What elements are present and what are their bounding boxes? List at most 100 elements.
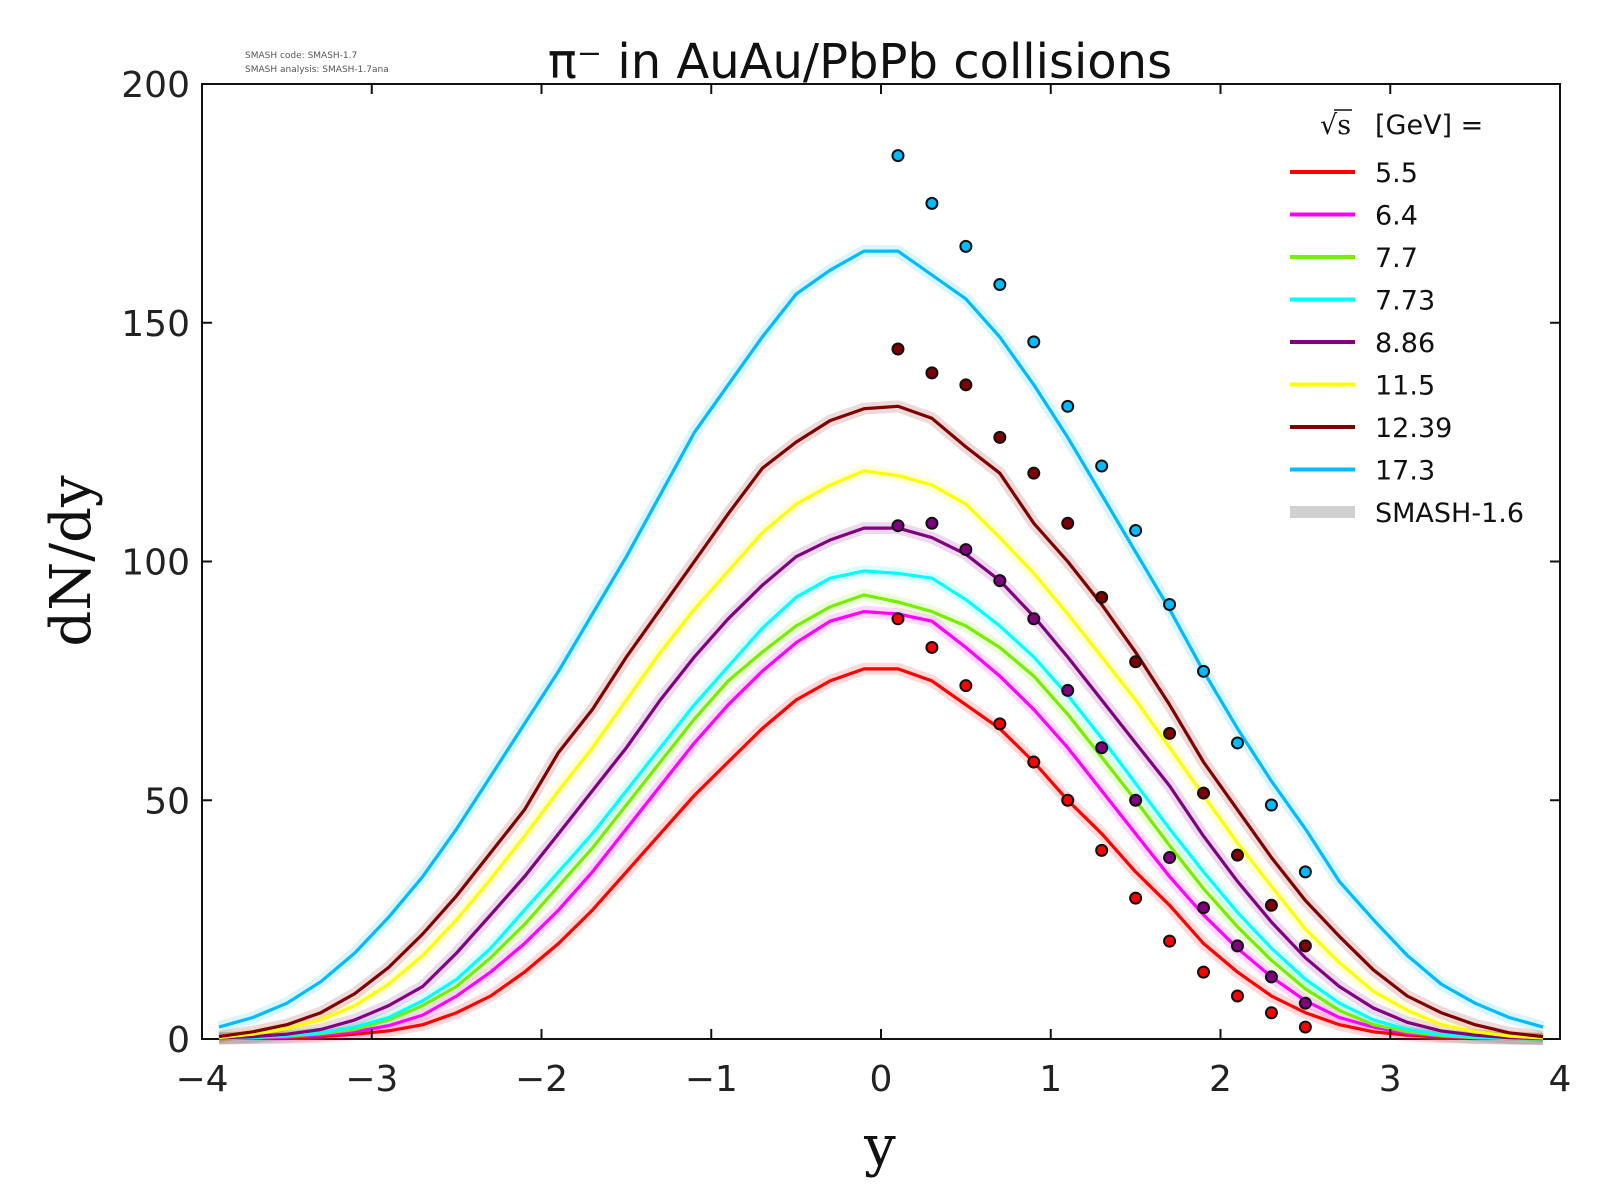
version-analysis-text: SMASH analysis: SMASH-1.7ana xyxy=(245,65,389,75)
series-line-6-4 xyxy=(218,609,1544,1041)
data-point-extra xyxy=(959,543,973,557)
y-tick-label: 200 xyxy=(121,65,190,106)
data-point-17-3 xyxy=(1197,664,1211,678)
x-tick-label: −3 xyxy=(345,1059,398,1100)
data-point-5-5 xyxy=(925,640,939,654)
series-line-12-39 xyxy=(218,404,1544,1039)
x-tick-label: 3 xyxy=(1379,1059,1402,1100)
data-point-12-39 xyxy=(1163,726,1177,740)
legend-label: 7.73 xyxy=(1375,286,1435,317)
data-point-17-3 xyxy=(1129,523,1143,537)
legend-label: 7.7 xyxy=(1375,243,1418,274)
x-tick-label: 1 xyxy=(1039,1059,1062,1100)
data-point-17-3 xyxy=(1298,865,1312,879)
data-point-5-5 xyxy=(1264,1006,1278,1020)
axis-ticks xyxy=(201,83,1561,1040)
data-point-12-39 xyxy=(959,378,973,392)
legend-entries: 5.5 6.4 7.7 7.73 8.86 11.5 12.39 17.3 SMASH-1.6 xyxy=(1290,109,1524,529)
data-point-17-3 xyxy=(1163,597,1177,611)
data-point-5-5 xyxy=(1129,891,1143,905)
data-point-12-39 xyxy=(1095,590,1109,604)
legend-header-text: [GeV] = xyxy=(1375,110,1483,141)
series-lines xyxy=(218,249,1544,1041)
data-point-5-5 xyxy=(959,679,973,693)
data-point-5-5 xyxy=(891,612,905,626)
data-point-5-5 xyxy=(1230,989,1244,1003)
axis-tick-labels: −4 −3 −2 −1 0 1 2 3 4 0 50 100 150 200 xyxy=(121,65,1571,1100)
legend-label: 11.5 xyxy=(1375,371,1435,402)
y-tick-label: 50 xyxy=(144,781,190,822)
legend: √s [GeV] = 5.5 6.4 7.7 7.73 8.86 11.5 12.39 17.… xyxy=(1290,109,1524,529)
data-point-5-5 xyxy=(1061,793,1075,807)
data-point-extra xyxy=(1298,996,1312,1010)
data-point-extra xyxy=(1129,793,1143,807)
series-line-5-5 xyxy=(218,667,1544,1041)
data-point-extra xyxy=(993,574,1007,588)
data-point-17-3 xyxy=(993,278,1007,292)
data-point-12-39 xyxy=(1027,466,1041,480)
data-point-17-3 xyxy=(1230,736,1244,750)
x-tick-label: −2 xyxy=(515,1059,568,1100)
series-line-17-3 xyxy=(218,249,1544,1029)
data-point-12-39 xyxy=(993,430,1007,444)
x-axis-label: y xyxy=(863,1114,896,1179)
data-point-extra xyxy=(891,519,905,533)
series-line-11-5 xyxy=(218,469,1544,1040)
data-point-12-39 xyxy=(1264,898,1278,912)
y-tick-label: 0 xyxy=(167,1020,190,1061)
data-point-17-3 xyxy=(1027,335,1041,349)
data-point-5-5 xyxy=(1095,843,1109,857)
data-point-5-5 xyxy=(1163,934,1177,948)
data-point-12-39 xyxy=(1230,848,1244,862)
y-tick-label: 100 xyxy=(121,543,190,584)
x-tick-label: 2 xyxy=(1209,1059,1232,1100)
data-point-12-39 xyxy=(1298,939,1312,953)
series-line-7-7 xyxy=(218,593,1544,1041)
x-tick-label: −1 xyxy=(685,1059,738,1100)
version-code-text: SMASH code: SMASH-1.7 xyxy=(245,51,357,61)
plot-area xyxy=(201,83,1561,1045)
data-point-17-3 xyxy=(1264,798,1278,812)
data-point-extra xyxy=(1027,612,1041,626)
y-axis-label: dN/dy xyxy=(39,475,104,647)
legend-label: 8.86 xyxy=(1375,328,1435,359)
data-point-5-5 xyxy=(1298,1020,1312,1034)
data-point-extra xyxy=(1264,970,1278,984)
data-point-12-39 xyxy=(891,342,905,356)
version-info: SMASH code: SMASH-1.7 SMASH analysis: SM… xyxy=(245,51,389,75)
legend-label: 17.3 xyxy=(1375,456,1435,487)
data-point-17-3 xyxy=(1061,399,1075,413)
plot-frame xyxy=(201,83,1561,1040)
data-points xyxy=(891,149,1312,1034)
data-point-17-3 xyxy=(1095,459,1109,473)
data-point-extra xyxy=(1095,741,1109,755)
data-point-extra xyxy=(1061,683,1075,697)
data-point-12-39 xyxy=(925,366,939,380)
data-point-12-39 xyxy=(1197,786,1211,800)
y-tick-label: 150 xyxy=(121,304,190,345)
data-point-extra xyxy=(925,516,939,530)
data-point-17-3 xyxy=(925,196,939,210)
data-point-5-5 xyxy=(993,717,1007,731)
data-point-5-5 xyxy=(1027,755,1041,769)
data-point-5-5 xyxy=(1197,965,1211,979)
data-point-extra xyxy=(1197,901,1211,915)
legend-label: 12.39 xyxy=(1375,413,1452,444)
chart-title: π⁻ in AuAu/PbPb collisions xyxy=(548,34,1172,90)
data-point-17-3 xyxy=(959,239,973,253)
x-tick-label: −4 xyxy=(175,1059,228,1100)
series-line-7-73 xyxy=(218,569,1544,1041)
data-point-extra xyxy=(1230,939,1244,953)
data-point-12-39 xyxy=(1061,516,1075,530)
legend-label-smash: SMASH-1.6 xyxy=(1375,498,1524,529)
series-line-8-86 xyxy=(218,526,1544,1041)
x-tick-label: 4 xyxy=(1549,1059,1572,1100)
data-point-extra xyxy=(1163,851,1177,865)
legend-label: 5.5 xyxy=(1375,158,1418,189)
legend-label: 6.4 xyxy=(1375,201,1418,232)
data-point-17-3 xyxy=(891,149,905,163)
legend-header-sqrt: √s xyxy=(1320,110,1351,141)
data-point-12-39 xyxy=(1129,655,1143,669)
x-tick-label: 0 xyxy=(870,1059,893,1100)
